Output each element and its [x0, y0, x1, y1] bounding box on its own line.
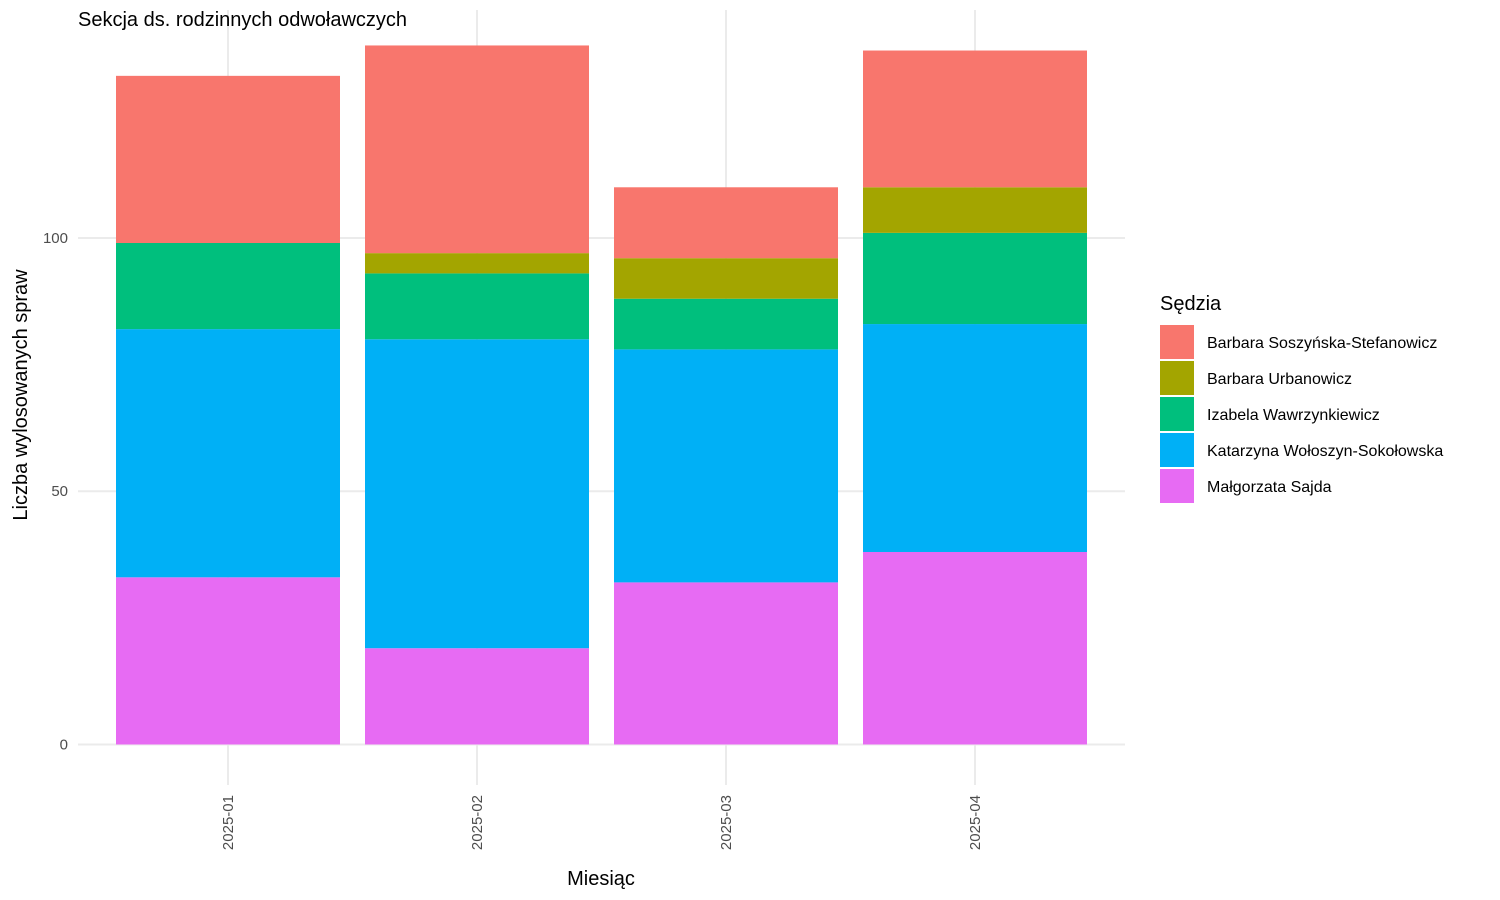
- legend-key: [1160, 469, 1194, 503]
- bar-segment: [863, 324, 1087, 552]
- bar-segment: [863, 187, 1087, 233]
- bars: [116, 45, 1087, 745]
- x-tick-label: 2025-03: [718, 795, 735, 850]
- legend-key: [1160, 325, 1194, 359]
- bar-segment: [614, 187, 838, 259]
- bar-segment: [614, 349, 838, 583]
- x-axis-title: Miesiąc: [567, 868, 635, 890]
- bar-segment: [365, 45, 589, 254]
- bar-segment: [863, 232, 1087, 325]
- y-axis-title: Liczba wylosowanych spraw: [10, 269, 32, 521]
- bar-segment: [116, 577, 340, 745]
- y-axis-ticks: 0 50 100: [43, 230, 68, 754]
- bar-segment: [614, 258, 838, 299]
- legend-key: [1160, 397, 1194, 431]
- y-tick-label: 0: [60, 736, 68, 753]
- bar-segment: [365, 253, 589, 274]
- bar-segment: [863, 50, 1087, 188]
- bar-segment: [365, 648, 589, 745]
- y-tick-label: 100: [43, 230, 68, 247]
- legend-label: Barbara Urbanowicz: [1207, 371, 1352, 388]
- bar-segment: [116, 329, 340, 578]
- bar-segment: [863, 551, 1087, 745]
- legend-key: [1160, 361, 1194, 395]
- bar-segment: [614, 298, 838, 350]
- chart-title: Sekcja ds. rodzinnych odwoławczych: [78, 9, 407, 31]
- legend-title: Sędzia: [1160, 293, 1222, 315]
- bar-segment: [116, 243, 340, 330]
- bar-segment: [365, 273, 589, 340]
- bar-segment: [365, 339, 589, 649]
- x-axis-ticks: 2025-01 2025-02 2025-03 2025-04: [220, 795, 984, 850]
- legend-label: Małgorzata Sajda: [1207, 479, 1332, 496]
- bar-segment: [614, 582, 838, 745]
- legend-label: Izabela Wawrzynkiewicz: [1207, 407, 1380, 424]
- legend: Sędzia Barbara Soszyńska-Stefanowicz Barb…: [1160, 293, 1443, 503]
- x-tick-label: 2025-02: [469, 795, 486, 850]
- legend-key: [1160, 433, 1194, 467]
- bar-segment: [116, 75, 340, 244]
- y-tick-label: 50: [51, 483, 68, 500]
- legend-label: Katarzyna Wołoszyn-Sokołowska: [1207, 443, 1443, 460]
- x-tick-label: 2025-04: [967, 795, 984, 850]
- x-tick-label: 2025-01: [220, 795, 237, 850]
- legend-label: Barbara Soszyńska-Stefanowicz: [1207, 335, 1437, 352]
